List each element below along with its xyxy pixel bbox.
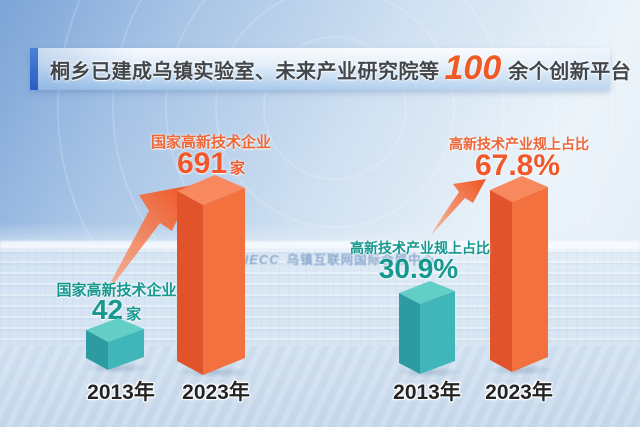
growth-arrow-icon (100, 176, 198, 298)
label-enterprises-2013: 国家高新技术企业 (56, 282, 177, 299)
axis-label-2013-right: 2013年 (393, 381, 461, 404)
watermark-logo: IIECC (240, 252, 280, 267)
value-enterprises-2023-number: 691 (176, 147, 228, 180)
bar-share-2013 (399, 281, 455, 374)
value-enterprises-2023: 691 家 (135, 149, 287, 179)
bar-enterprises-2023 (177, 175, 245, 375)
title-banner: 桐乡已建成乌镇实验室、未来产业研究院等 100 余个创新平台 (30, 48, 631, 90)
value-share-2023: 67.8% (443, 151, 595, 181)
value-enterprises-2013-unit: 家 (126, 306, 142, 323)
label-share-2013: 高新技术产业规上占比 (350, 240, 490, 256)
value-share-2013-number: 30.9% (378, 253, 459, 284)
label-enterprises-2023: 国家高新技术企业 (150, 134, 271, 151)
title-suffix: 余个创新平台 (508, 60, 632, 83)
bar-enterprises-2013 (86, 318, 144, 370)
watermark-name: 乌镇互联网国际会展中心 (286, 253, 436, 267)
axis-label-2013-left: 2013年 (87, 381, 155, 404)
title-highlight-number: 100 (444, 48, 502, 87)
label-share-2023: 高新技术产业规上占比 (449, 136, 589, 152)
banner-accent-bar (30, 48, 38, 90)
building-roofline (0, 241, 640, 249)
value-enterprises-2023-unit: 家 (230, 160, 246, 177)
growth-arrow-icon (429, 174, 489, 236)
page-title: 桐乡已建成乌镇实验室、未来产业研究院等 100 余个创新平台 (50, 48, 631, 90)
axis-label-2023-right: 2023年 (485, 381, 553, 404)
building-watermark: IIECC 乌镇互联网国际会展中心 (240, 249, 435, 268)
value-share-2013: 30.9% (344, 255, 496, 283)
axis-label-2023-left: 2023年 (182, 381, 250, 404)
title-prefix: 桐乡已建成乌镇实验室、未来产业研究院等 (50, 60, 440, 83)
bar-share-2023 (490, 176, 548, 372)
value-share-2023-number: 67.8% (474, 149, 561, 182)
